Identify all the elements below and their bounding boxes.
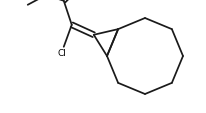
- Text: Cl: Cl: [57, 49, 66, 58]
